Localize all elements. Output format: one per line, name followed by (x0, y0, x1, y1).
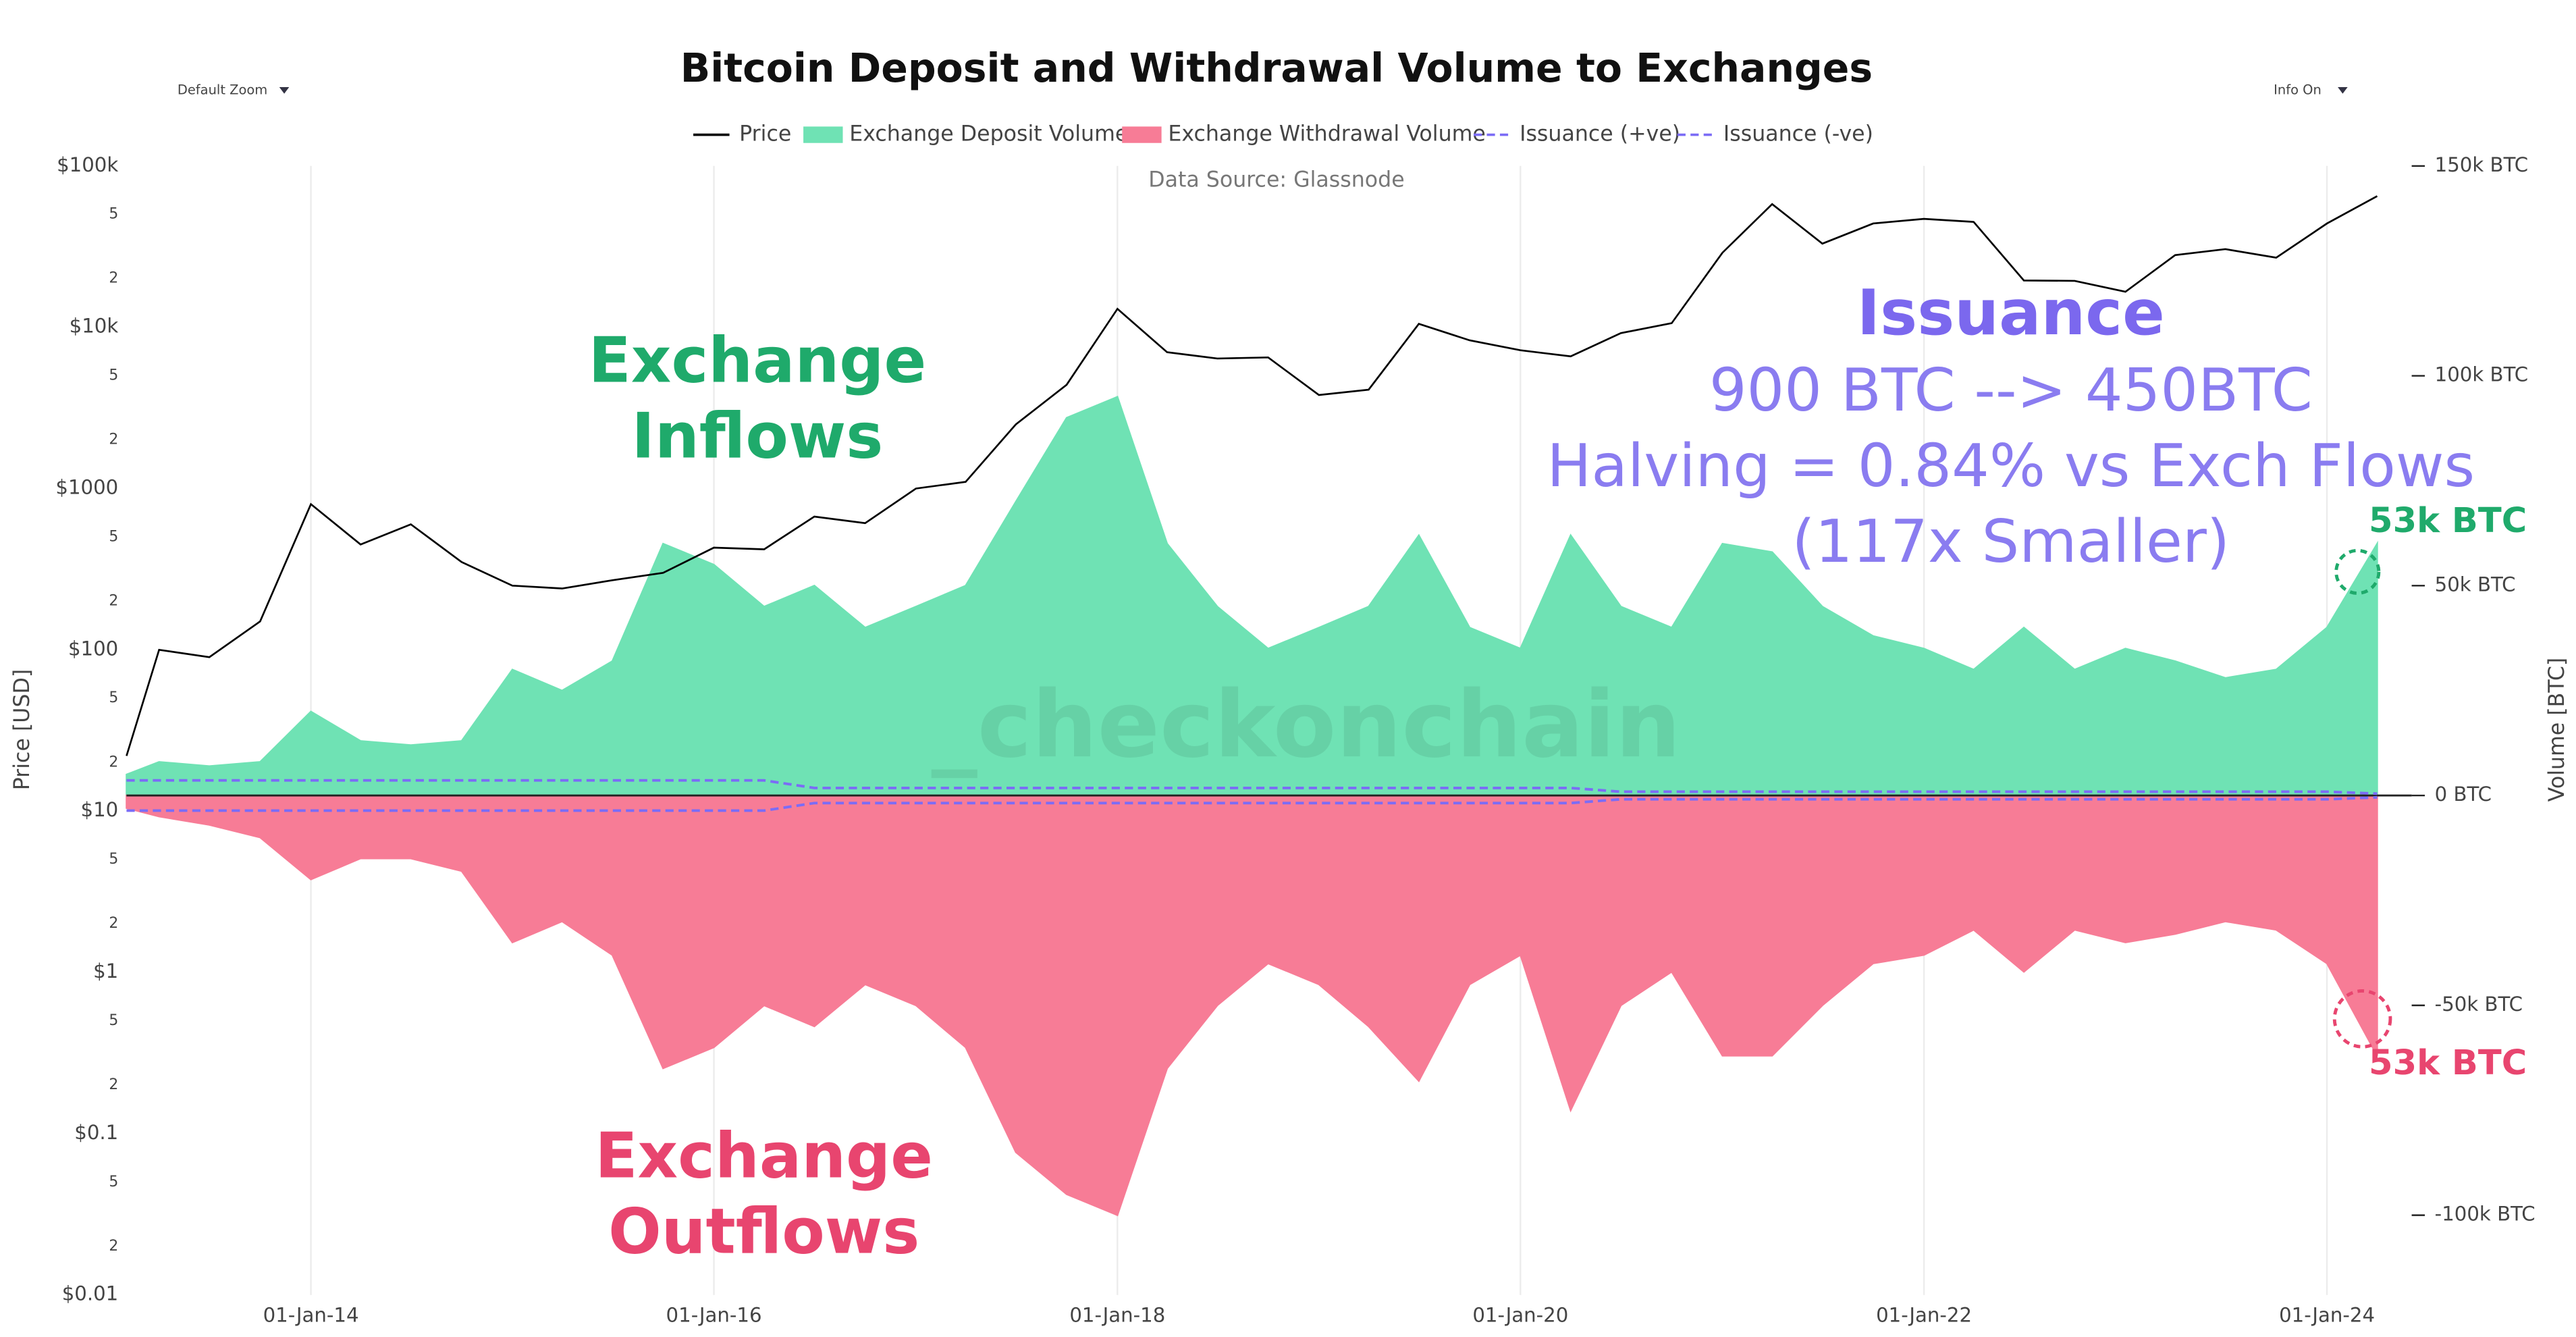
legend-swatch (803, 126, 843, 143)
zoom-control[interactable]: Default Zoom (178, 82, 267, 97)
y-tick-label: $0.1 (74, 1121, 118, 1144)
info-arrow[interactable] (2338, 86, 2348, 94)
highlight-circle (2334, 548, 2381, 595)
plot-area: 01-Jan-14 01-Jan-16 01-Jan-18 01-Jan-20 01-J… (55, 153, 2535, 1327)
volume-area (126, 794, 2378, 1217)
legend-label: Price (739, 122, 791, 147)
annotation: Issuance (1857, 276, 2165, 349)
y-axis-title: Price [USD] (10, 669, 34, 790)
issuance-line (126, 779, 2378, 795)
y2-tick-label: -50k BTC (2435, 993, 2523, 1016)
controls: Default Zoom Info On (178, 82, 2348, 97)
annotation: Exchange (595, 1120, 933, 1192)
y2-tick-label: 100k BTC (2435, 363, 2528, 386)
info-control[interactable]: Info On (2274, 82, 2322, 97)
y-tick-label: 2 (109, 431, 118, 448)
y-tick-label: 5 (109, 1174, 118, 1190)
volume-area (126, 396, 2378, 797)
y-tick-label: 5 (109, 851, 118, 868)
y-tick-label: 5 (109, 1012, 118, 1029)
y2-tick-label: -100k BTC (2435, 1203, 2535, 1226)
y-tick-label: 5 (109, 206, 118, 223)
issuance-line (126, 795, 2378, 812)
chart-subtitle: Data Source: Glassnode (1148, 168, 1404, 192)
y-tick-label: 2 (109, 270, 118, 287)
legend-label: Issuance (-ve) (1723, 122, 1873, 147)
y2-tick-label: 150k BTC (2435, 153, 2528, 176)
y2-tick-label: 50k BTC (2435, 573, 2516, 596)
y-tick-label: $0.01 (62, 1282, 119, 1305)
annotation: 53k BTC (2369, 1043, 2527, 1083)
annotation: Halving = 0.84% vs Exch Flows (1547, 431, 2475, 500)
y-tick-label: 5 (109, 367, 118, 384)
y-tick-label: 2 (109, 1076, 118, 1093)
chart-title: Bitcoin Deposit and Withdrawal Volume to… (680, 45, 1873, 91)
y-tick-label: $10 (81, 798, 119, 821)
annotation: Inflows (632, 400, 884, 473)
y-tick-label: $100k (57, 153, 118, 176)
annotation: 900 BTC --> 450BTC (1709, 356, 2313, 425)
watermark: _checkonchain (932, 672, 1681, 779)
x-tick-label: 01-Jan-24 (2279, 1303, 2375, 1326)
highlight-circle (2332, 989, 2392, 1049)
y-tick-label: 2 (109, 754, 118, 770)
legend-swatch (1122, 126, 1162, 143)
annotation: (117x Smaller) (1792, 507, 2230, 576)
legend-label: Exchange Withdrawal Volume (1168, 122, 1486, 147)
annotation: Outflows (608, 1195, 919, 1267)
y-tick-label: 2 (109, 915, 118, 932)
annotation: Exchange (589, 324, 927, 397)
x-tick-label: 01-Jan-16 (666, 1303, 762, 1326)
x-tick-label: 01-Jan-22 (1876, 1303, 1972, 1326)
x-tick-label: 01-Jan-20 (1472, 1303, 1568, 1326)
y-tick-label: $100 (68, 637, 118, 660)
x-tick-label: 01-Jan-18 (1069, 1303, 1165, 1326)
legend-label: Issuance (+ve) (1520, 122, 1680, 147)
y2-axis-title: Volume [BTC] (2545, 658, 2569, 802)
annotations: Price Exchange Deposit Volume Exchange Wit… (589, 122, 2527, 1268)
annotation: 53k BTC (2369, 501, 2527, 541)
y-tick-label: $10k (70, 315, 119, 338)
y2-tick-label: 0 BTC (2435, 783, 2492, 806)
y-tick-label: 5 (109, 528, 118, 545)
legend-label: Exchange Deposit Volume (849, 122, 1128, 147)
y-tick-label: $1 (93, 960, 118, 982)
y-tick-label: 5 (109, 689, 118, 706)
y-tick-label: $1000 (55, 475, 118, 498)
x-tick-label: 01-Jan-14 (263, 1303, 359, 1326)
zoom-arrow[interactable] (279, 86, 290, 94)
y-tick-label: 2 (109, 592, 118, 609)
price-line (126, 195, 2378, 756)
y-tick-label: 2 (109, 1238, 118, 1255)
